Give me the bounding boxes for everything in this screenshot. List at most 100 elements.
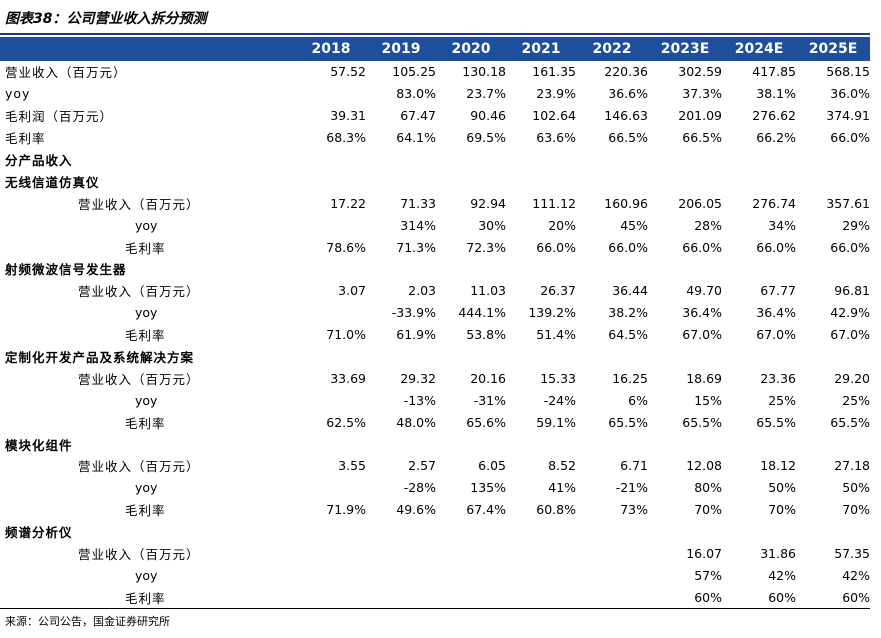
- table-cell: 201.09: [678, 108, 722, 124]
- table-row: yoy -13% -31% -24% 6% 15% 25% 25%: [0, 389, 870, 411]
- table-cell: 38.2%: [608, 305, 648, 321]
- table-cell: -21%: [615, 480, 648, 496]
- table-cell: 17.22: [330, 195, 366, 211]
- table-cell: 20.16: [470, 370, 506, 386]
- table-cell: -33.9%: [391, 305, 436, 321]
- table-cell: 27.18: [834, 458, 870, 474]
- table-row: 营业收入（百万元） 3.55 2.57 6.05 8.52 6.71 12.08 18.12 2…: [0, 455, 870, 477]
- table-cell: 72.3%: [466, 239, 506, 255]
- section-label: 射频微波信号发生器: [5, 262, 127, 278]
- table-cell: [796, 258, 870, 280]
- section-header-row: 分产品收入: [0, 149, 870, 171]
- section-label: 模块化组件: [5, 437, 73, 453]
- table-cell: 302.59: [678, 64, 722, 80]
- table-cell: 206.05: [678, 195, 722, 211]
- table-cell: [366, 258, 436, 280]
- table-cell: 57.52: [330, 64, 366, 80]
- table-cell: 130.18: [462, 64, 506, 80]
- row-label: 毛利率: [125, 503, 166, 519]
- table-cell: 71.0%: [326, 327, 366, 343]
- table-cell: [506, 170, 576, 192]
- table-cell: [436, 564, 506, 586]
- table-cell: 417.85: [752, 64, 796, 80]
- table-cell: [436, 170, 506, 192]
- table-cell: 42.9%: [830, 305, 870, 321]
- row-label: yoy: [135, 480, 158, 496]
- table-cell: [296, 149, 366, 171]
- table-row: 毛利率 71.9% 49.6% 67.4% 60.8% 73% 70% 70% 70%: [0, 499, 870, 521]
- section-header-row: 射频微波信号发生器: [0, 258, 870, 280]
- table-cell: 25%: [768, 392, 796, 408]
- table-cell: 65.5%: [608, 414, 648, 430]
- section-header-row: 定制化开发产品及系统解决方案: [0, 346, 870, 368]
- table-row: 毛利率 60% 60% 60%: [0, 586, 870, 609]
- section-label: 频谱分析仪: [5, 525, 73, 541]
- table-cell: 60%: [796, 586, 870, 609]
- table-cell: 65.5%: [682, 414, 722, 430]
- row-label: 营业收入（百万元）: [78, 547, 200, 563]
- figure-title: 图表38：公司营业收入拆分预测: [5, 11, 207, 27]
- table-cell: 36.44: [612, 283, 648, 299]
- section-header-row: 无线信道仿真仪: [0, 170, 870, 192]
- table-cell: [506, 543, 576, 565]
- table-cell: [796, 149, 870, 171]
- table-cell: [722, 521, 796, 543]
- table-cell: 49.70: [686, 283, 722, 299]
- table-cell: 36.0%: [830, 86, 870, 102]
- table-row: 毛利率 78.6% 71.3% 72.3% 66.0% 66.0% 66.0% 66.0% 66…: [0, 236, 870, 258]
- table-cell: 135%: [470, 480, 506, 496]
- table-cell: 30%: [478, 217, 506, 233]
- table-cell: 12.08: [686, 458, 722, 474]
- table-cell: 90.46: [470, 108, 506, 124]
- table-cell: 50%: [768, 480, 796, 496]
- table-cell: 36.4%: [756, 305, 796, 321]
- table-cell: 66.2%: [756, 130, 796, 146]
- table-cell: 42%: [842, 567, 870, 583]
- table-cell: 80%: [694, 480, 722, 496]
- table-cell: 25%: [842, 392, 870, 408]
- table-cell: 23.9%: [536, 86, 576, 102]
- table-cell: 26.37: [540, 283, 576, 299]
- column-header: 2022: [576, 37, 648, 61]
- table-cell: 357.61: [826, 195, 870, 211]
- table-cell: 102.64: [532, 108, 576, 124]
- table-cell: 68.3%: [326, 130, 366, 146]
- table-cell: 60%: [648, 586, 722, 609]
- table-cell: 66.0%: [536, 239, 576, 255]
- table-cell: 83.0%: [396, 86, 436, 102]
- table-row: 毛利率 68.3% 64.1% 69.5% 63.6% 66.5% 66.5% 66.2% 66…: [0, 127, 870, 149]
- row-label: 毛利润（百万元）: [5, 109, 114, 125]
- table-cell: 62.5%: [326, 414, 366, 430]
- table-row: 毛利率 71.0% 61.9% 53.8% 51.4% 64.5% 67.0% 67.0% 67…: [0, 324, 870, 346]
- table-cell: [366, 564, 436, 586]
- table-cell: 34%: [768, 217, 796, 233]
- table-cell: [648, 433, 722, 455]
- table-cell: 11.03: [470, 283, 506, 299]
- table-cell: [648, 170, 722, 192]
- table-cell: 66.5%: [608, 130, 648, 146]
- table-cell: [722, 433, 796, 455]
- table-cell: [576, 521, 648, 543]
- table-cell: [296, 302, 366, 324]
- table-cell: 67.47: [400, 108, 436, 124]
- table-cell: 18.12: [760, 458, 796, 474]
- title-rule: [0, 33, 870, 35]
- table-cell: [506, 521, 576, 543]
- table-cell: 53.8%: [466, 327, 506, 343]
- table-cell: 67.0%: [830, 327, 870, 343]
- table-cell: 66.0%: [830, 130, 870, 146]
- table-cell: 66.5%: [682, 130, 722, 146]
- table-cell: [722, 346, 796, 368]
- table-cell: 50%: [842, 480, 870, 496]
- table-cell: -13%: [403, 392, 436, 408]
- table-cell: 67.4%: [466, 502, 506, 518]
- table-row: 营业收入（百万元） 16.07 31.86 57.35: [0, 543, 870, 565]
- table-cell: [296, 83, 366, 105]
- table-cell: 8.52: [548, 458, 576, 474]
- table-cell: [296, 564, 366, 586]
- table-cell: [436, 433, 506, 455]
- table-cell: [296, 258, 366, 280]
- table-cell: [576, 346, 648, 368]
- table-cell: 41%: [548, 480, 576, 496]
- column-header: 2025E: [796, 37, 870, 61]
